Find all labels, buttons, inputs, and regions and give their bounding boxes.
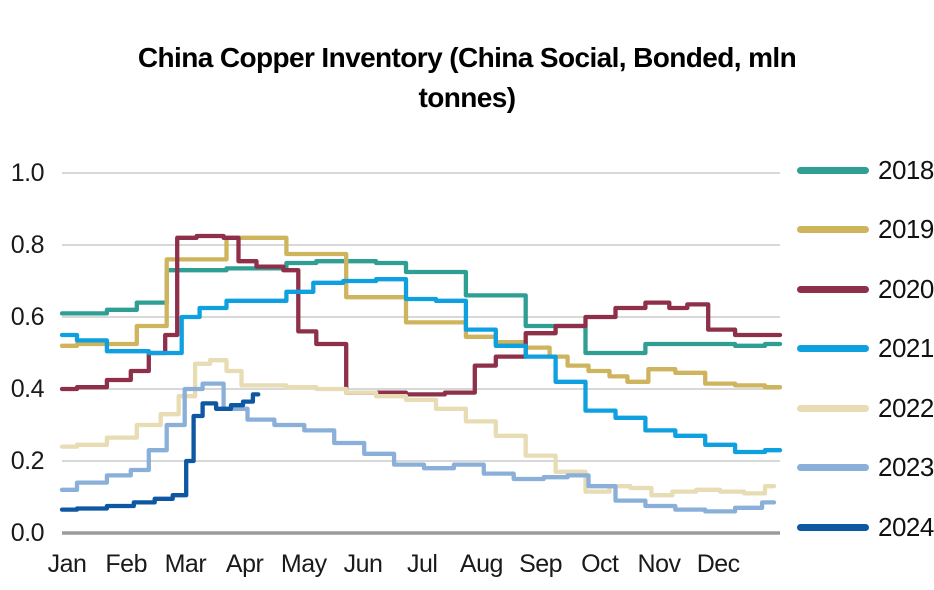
x-tick-label-apr: Apr [225, 550, 264, 578]
y-tick-label-1.0: 1.0 [10, 159, 45, 187]
series-line-2023 [59, 381, 777, 514]
x-tick-label-sep: Sep [519, 550, 563, 578]
x-tick-label-nov: Nov [637, 550, 681, 578]
chart-title-line-2: tonnes) [418, 82, 517, 113]
x-tick-label-dec: Dec [696, 550, 740, 578]
chart-title-line-1: China Copper Inventory (China Social, Bo… [137, 42, 797, 73]
x-tick-label-feb: Feb [105, 550, 147, 578]
series-line-2024 [59, 392, 261, 512]
y-tick-label-0.0: 0.0 [10, 519, 45, 547]
x-tick-label-may: May [280, 550, 327, 578]
series-line-2019 [59, 235, 783, 390]
x-tick-label-jan: Jan [47, 550, 87, 578]
y-tick-label-0.4: 0.4 [10, 375, 45, 403]
series-line-2022 [59, 358, 777, 498]
x-tick-label-aug: Aug [459, 550, 503, 578]
x-tick-label-jun: Jun [343, 550, 383, 578]
series-line-2021 [59, 277, 783, 455]
x-tick-label-mar: Mar [164, 550, 207, 578]
y-tick-label-0.6: 0.6 [10, 303, 45, 331]
y-tick-label-0.8: 0.8 [10, 231, 45, 259]
x-tick-label-jul: Jul [406, 550, 438, 578]
y-tick-label-0.2: 0.2 [10, 447, 45, 475]
x-tick-label-oct: Oct [581, 550, 619, 578]
chart-title: China Copper Inventory (China Social, Bo… [107, 38, 827, 118]
series-line-2018 [59, 259, 783, 356]
